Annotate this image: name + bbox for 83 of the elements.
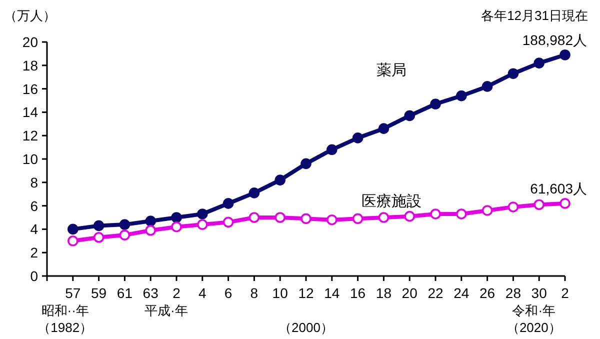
point xyxy=(93,232,104,243)
x-tick-label: 59 xyxy=(91,285,107,301)
point xyxy=(300,213,312,224)
point xyxy=(482,81,493,92)
point xyxy=(197,219,208,230)
text: 各年12月31日現在 xyxy=(481,8,588,23)
point xyxy=(119,230,130,240)
text: （2020） xyxy=(506,320,562,335)
point xyxy=(378,212,390,223)
x-tick-label: 4 xyxy=(198,285,206,301)
y-tick-label: 8 xyxy=(30,174,38,190)
point xyxy=(430,208,441,220)
x-tick-label: 16 xyxy=(350,285,366,301)
point xyxy=(456,208,467,220)
point xyxy=(248,212,260,223)
x-tick-label: 2 xyxy=(561,285,570,301)
point xyxy=(404,210,415,222)
x-tick-label: 12 xyxy=(298,285,314,301)
x-tick-label: 30 xyxy=(531,285,548,301)
x-tick-label: 10 xyxy=(272,285,288,301)
x-tick-label: 22 xyxy=(428,285,444,301)
text: 薬局 xyxy=(376,62,406,79)
y-tick-label: 4 xyxy=(30,221,38,238)
x-tick-label: 63 xyxy=(142,285,159,301)
annotation: 188,982人 xyxy=(522,32,587,48)
point xyxy=(68,236,78,246)
y-tick-label: 16 xyxy=(22,80,38,97)
y-tick-label: 10 xyxy=(22,151,38,167)
x-tick-label: 61 xyxy=(116,285,133,301)
point xyxy=(274,174,286,186)
point xyxy=(352,132,364,144)
y-axis-title: （万人） xyxy=(4,8,56,23)
point xyxy=(352,213,364,224)
point xyxy=(378,123,390,134)
y-tick-label: 6 xyxy=(30,198,38,214)
x-tick-label: 14 xyxy=(324,285,340,301)
point xyxy=(197,208,208,220)
y-tick-label: 12 xyxy=(22,128,38,144)
point xyxy=(222,198,234,209)
point xyxy=(222,216,234,228)
point xyxy=(68,224,78,235)
x-tick-label: 18 xyxy=(376,285,392,301)
point xyxy=(171,212,182,223)
text: 昭和··年 xyxy=(41,303,89,318)
point xyxy=(300,158,312,170)
point xyxy=(326,214,338,226)
series-label: 医療施設 xyxy=(361,192,422,210)
point xyxy=(534,199,544,210)
x-tick-label: 26 xyxy=(480,285,496,301)
point xyxy=(326,144,338,156)
x-tick-label: 57 xyxy=(65,285,81,301)
y-tick-label: 2 xyxy=(30,244,38,261)
point xyxy=(171,221,182,232)
y-tick-label: 0 xyxy=(30,268,38,284)
point xyxy=(119,219,130,230)
text: 平成·年 xyxy=(144,303,188,318)
point xyxy=(560,49,570,60)
x-tick-label: 2 xyxy=(172,285,181,301)
x-tick-label: 20 xyxy=(402,285,418,301)
point xyxy=(456,90,467,102)
annotation: 61,603人 xyxy=(530,180,587,196)
x-tick-label: 28 xyxy=(505,285,522,301)
point xyxy=(534,58,544,68)
point xyxy=(482,205,493,216)
x-tick-label: 24 xyxy=(454,285,470,301)
point xyxy=(508,68,519,79)
x-tick-label: 6 xyxy=(224,285,232,301)
point xyxy=(248,188,260,198)
y-tick-label: 14 xyxy=(22,104,38,120)
point xyxy=(404,110,415,122)
point xyxy=(508,202,519,212)
point xyxy=(430,98,441,110)
text: （1982） xyxy=(38,320,93,335)
point xyxy=(274,212,286,223)
x-tick-label: 8 xyxy=(250,285,258,301)
point xyxy=(145,216,156,226)
point xyxy=(145,224,156,236)
text: （2000） xyxy=(278,320,334,335)
text: 令和·年 xyxy=(512,303,556,318)
y-tick-label: 20 xyxy=(22,34,38,50)
point xyxy=(93,220,104,232)
y-tick-label: 18 xyxy=(22,57,38,74)
point xyxy=(560,198,570,209)
